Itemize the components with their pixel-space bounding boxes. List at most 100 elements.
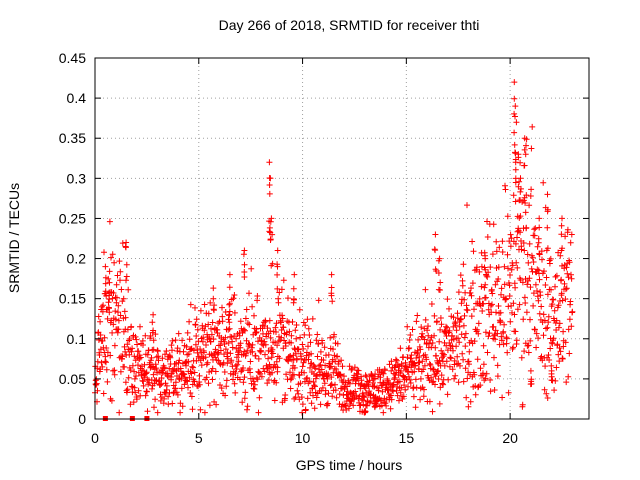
data-point: [133, 396, 140, 403]
data-point: [296, 306, 303, 313]
data-point: [269, 369, 275, 376]
data-point: [326, 364, 333, 371]
data-point: [497, 309, 504, 316]
data-point: [328, 271, 335, 278]
data-point: [129, 345, 136, 352]
data-point: [553, 272, 560, 279]
y-tick-label: 0.3: [67, 170, 87, 186]
data-point: [241, 269, 248, 275]
data-point: [498, 337, 505, 344]
data-point: [474, 356, 481, 363]
data-point: [242, 389, 249, 396]
data-point: [406, 345, 413, 351]
data-point: [249, 341, 256, 348]
data-point: [201, 327, 208, 334]
data-point: [556, 320, 563, 327]
data-point: [184, 378, 191, 385]
data-point: [113, 281, 120, 288]
data-point: [129, 362, 136, 369]
data-point: [521, 162, 528, 169]
data-point: [460, 261, 467, 268]
data-point: [411, 368, 418, 375]
data-point: [383, 402, 390, 409]
data-point: [556, 358, 563, 365]
data-point: [512, 198, 519, 205]
data-point: [293, 322, 300, 328]
data-point: [511, 79, 518, 86]
data-point: [513, 259, 520, 266]
data-point: [104, 378, 111, 385]
data-point: [554, 341, 561, 348]
data-point: [521, 348, 528, 355]
data-point: [494, 330, 501, 337]
data-point: [158, 381, 165, 387]
data-point: [143, 370, 150, 377]
data-point: [261, 323, 268, 330]
data-point: [249, 303, 256, 310]
data-point: [402, 386, 409, 393]
data-point: [517, 188, 524, 195]
data-point: [419, 330, 426, 337]
data-point: [390, 381, 397, 388]
data-point: [447, 354, 454, 361]
data-point: [291, 364, 298, 371]
data-point: [201, 409, 208, 416]
data-point: [472, 391, 479, 398]
data-point: [563, 264, 570, 271]
data-point: [213, 401, 220, 408]
data-point: [458, 315, 465, 322]
data-point: [184, 329, 191, 336]
data-point: [437, 315, 444, 321]
data-point: [487, 264, 494, 271]
data-point: [541, 268, 547, 275]
data-point: [501, 281, 508, 288]
data-point: [465, 403, 472, 410]
data-point: [504, 213, 511, 220]
data-point: [556, 345, 563, 351]
data-point: [304, 395, 311, 402]
data-point: [269, 350, 276, 357]
data-point: [224, 355, 231, 362]
data-point: [279, 312, 286, 319]
data-point: [233, 366, 240, 372]
data-point: [119, 353, 126, 360]
data-point: [239, 399, 246, 406]
data-point: [537, 292, 544, 299]
data-point: [444, 324, 451, 331]
data-point: [222, 346, 229, 353]
data-point: [476, 268, 483, 275]
data-point: [426, 398, 433, 405]
data-point: [192, 322, 199, 328]
data-point: [253, 329, 260, 335]
data-point: [421, 336, 428, 343]
data-point: [244, 347, 251, 354]
data-point: [140, 342, 146, 348]
data-point: [468, 285, 474, 292]
data-point: [114, 272, 121, 279]
data-point: [333, 394, 340, 401]
data-point: [535, 235, 542, 242]
data-point: [467, 398, 474, 405]
data-point: [164, 372, 171, 379]
data-point: [523, 192, 530, 199]
data-point: [432, 344, 439, 351]
data-point: [435, 376, 442, 382]
data-point: [325, 390, 332, 397]
data-point: [303, 375, 310, 382]
data-point: [196, 381, 203, 388]
data-point: [527, 193, 534, 199]
data-point: [109, 251, 116, 258]
data-point: [391, 376, 398, 383]
data-point: [544, 245, 551, 252]
data-point: [482, 375, 489, 382]
data-point: [289, 318, 296, 325]
data-point: [261, 338, 268, 345]
data-point: [197, 406, 204, 413]
data-point: [150, 311, 157, 318]
data-point: [536, 224, 543, 231]
data-point: [443, 333, 450, 339]
data-point: [429, 340, 436, 346]
y-axis-label: SRMTID / TECUs: [6, 183, 22, 293]
data-point: [242, 327, 248, 334]
data-point: [278, 319, 284, 326]
